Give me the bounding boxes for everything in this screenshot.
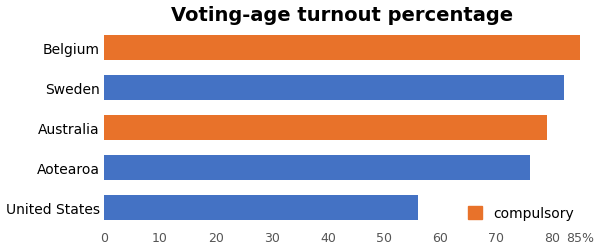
Bar — [104, 76, 563, 101]
Title: Voting-age turnout percentage: Voting-age turnout percentage — [171, 6, 513, 25]
Bar — [104, 36, 592, 61]
Legend: compulsory: compulsory — [468, 206, 574, 220]
Bar — [104, 156, 530, 180]
Bar — [104, 195, 418, 220]
Bar — [104, 116, 547, 140]
